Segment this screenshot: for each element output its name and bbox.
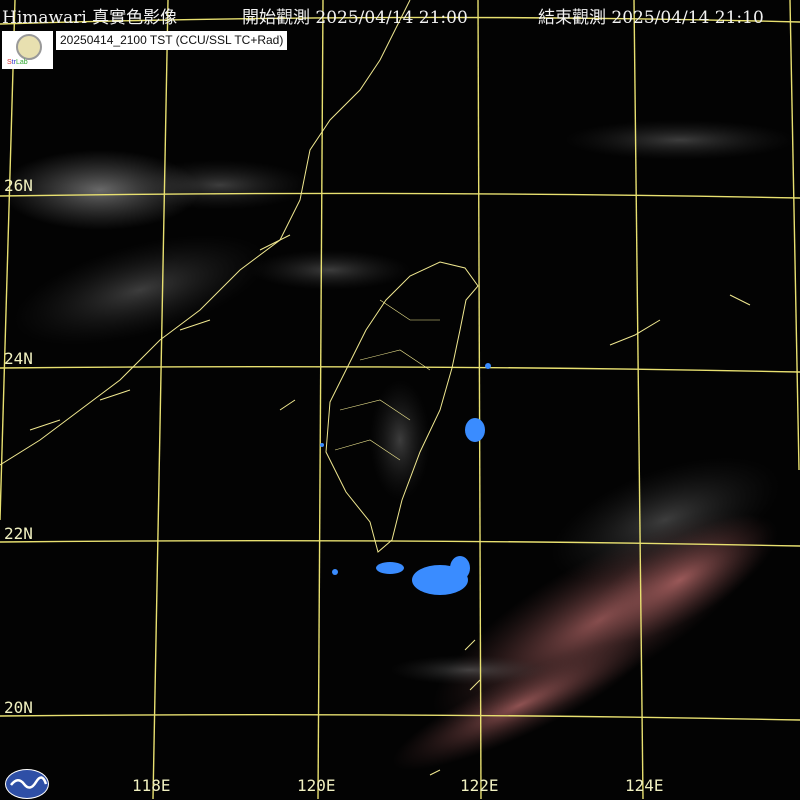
- start-label: 開始觀測: [242, 8, 310, 28]
- cwa-logo-icon: [5, 769, 49, 799]
- lon-label-120e: 120E: [297, 776, 336, 795]
- lon-label-118e: 118E: [132, 776, 171, 795]
- lon-label-122e: 122E: [460, 776, 499, 795]
- end-time: 結束觀測 2025/04/14 21:10: [538, 3, 764, 28]
- start-time: 開始觀測 2025/04/14 21:00: [242, 3, 468, 28]
- end-label: 結束觀測: [538, 8, 606, 28]
- timestamp-label: 20250414_2100 TST (CCU/SSL TC+Rad): [56, 31, 288, 50]
- radar-echoes: [320, 363, 491, 595]
- lat-label-26n: 26N: [4, 176, 33, 195]
- taiwan-outline: [325, 261, 479, 553]
- lat-label-22n: 22N: [4, 524, 33, 543]
- end-time-value: 2025/04/14 21:10: [611, 8, 764, 28]
- lab-logo-icon: StrLab: [2, 31, 53, 69]
- lat-label-24n: 24N: [4, 349, 33, 368]
- lat-label-20n: 20N: [4, 698, 33, 717]
- cloud-layer: [0, 120, 795, 771]
- image-title: Himawari 真實色影像: [2, 8, 178, 28]
- lon-label-124e: 124E: [625, 776, 664, 795]
- coastlines: [0, 0, 751, 776]
- start-time-value: 2025/04/14 21:00: [315, 8, 468, 28]
